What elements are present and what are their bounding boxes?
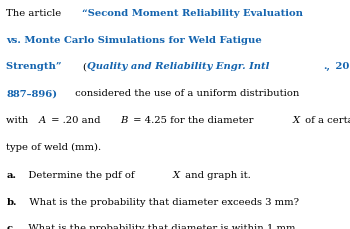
Text: “Second Moment Reliability Evaluation: “Second Moment Reliability Evaluation	[82, 9, 303, 18]
Text: Quality and Reliability Engr. Intl: Quality and Reliability Engr. Intl	[88, 62, 270, 71]
Text: .,: .,	[323, 62, 330, 71]
Text: A: A	[39, 115, 46, 124]
Text: The article: The article	[6, 9, 65, 18]
Text: = 4.25 for the diameter: = 4.25 for the diameter	[130, 115, 256, 124]
Text: Determine the pdf of: Determine the pdf of	[19, 170, 138, 179]
Text: b.: b.	[6, 197, 17, 206]
Text: 2012:: 2012:	[332, 62, 350, 71]
Text: type of weld (mm).: type of weld (mm).	[6, 142, 101, 151]
Text: and graph it.: and graph it.	[182, 170, 250, 179]
Text: X: X	[293, 115, 300, 124]
Text: B: B	[120, 115, 127, 124]
Text: What is the probability that diameter exceeds 3 mm?: What is the probability that diameter ex…	[20, 197, 299, 206]
Text: considered the use of a uniform distribution: considered the use of a uniform distribu…	[72, 89, 300, 98]
Text: (: (	[83, 62, 86, 71]
Text: 887–896): 887–896)	[6, 89, 57, 98]
Text: Strength”: Strength”	[6, 62, 65, 71]
Text: c.: c.	[6, 224, 16, 229]
Text: X: X	[173, 170, 180, 179]
Text: of a certain: of a certain	[302, 115, 350, 124]
Text: What is the probability that diameter is within 1 mm: What is the probability that diameter is…	[19, 224, 295, 229]
Text: with: with	[6, 115, 32, 124]
Text: a.: a.	[6, 170, 16, 179]
Text: = .20 and: = .20 and	[48, 115, 104, 124]
Text: vs. Monte Carlo Simulations for Weld Fatigue: vs. Monte Carlo Simulations for Weld Fat…	[6, 35, 262, 44]
